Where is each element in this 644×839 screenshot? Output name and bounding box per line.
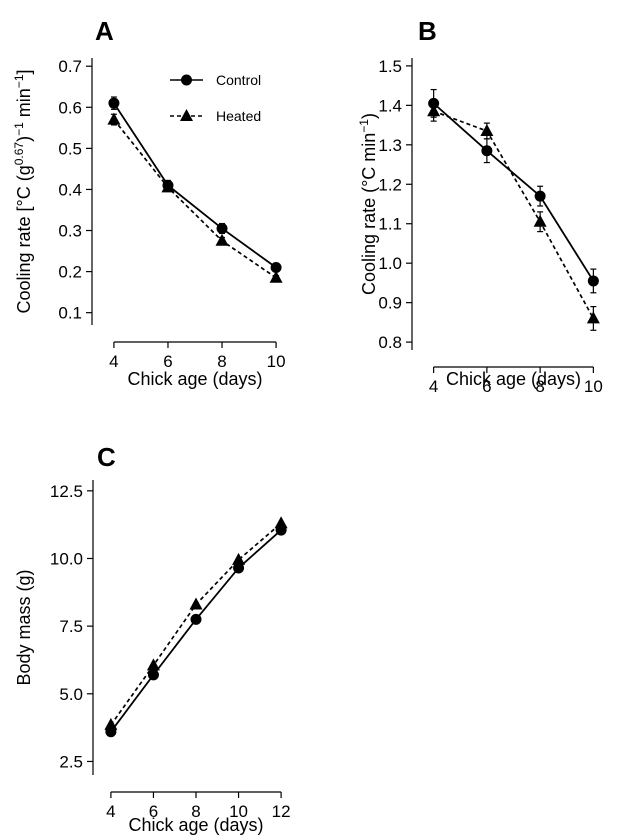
y-tick-label: 7.5 xyxy=(59,617,83,636)
data-point-heated xyxy=(161,180,175,193)
y-axis-title-part: Cooling rate [°C (g xyxy=(14,165,34,313)
y-axis-title-part: ) xyxy=(14,136,34,142)
data-point-control xyxy=(233,562,245,574)
data-point-control xyxy=(147,669,159,681)
data-point-heated xyxy=(107,112,121,125)
data-point-heated xyxy=(533,214,547,227)
x-tick-label: 8 xyxy=(191,802,200,821)
y-tick-label: 0.7 xyxy=(58,57,82,76)
y-axis-title: Cooling rate [°C (g0.67)−1 min−1] xyxy=(12,69,34,313)
y-tick-label: 0.5 xyxy=(58,139,82,158)
y-axis-title-superscript: −1 xyxy=(12,74,26,88)
y-axis-title-superscript: −1 xyxy=(12,122,26,136)
x-tick-label: 4 xyxy=(109,352,118,371)
data-point-heated xyxy=(189,597,203,610)
y-tick-label: 0.8 xyxy=(378,333,402,352)
data-point-heated xyxy=(427,104,441,117)
x-axis-title: Chick age (days) xyxy=(127,369,262,389)
y-tick-label: 1.0 xyxy=(378,254,402,273)
data-point-control xyxy=(481,145,493,157)
data-point-heated xyxy=(480,124,494,136)
y-tick-label: 10.0 xyxy=(50,549,83,568)
y-tick-label: 1.1 xyxy=(378,215,402,234)
y-tick-label: 0.4 xyxy=(58,180,82,199)
x-tick-label: 10 xyxy=(229,802,248,821)
y-tick-label: 1.5 xyxy=(378,57,402,76)
y-tick-label: 0.2 xyxy=(58,263,82,282)
chart-panel-a: A 0.1 0.2 0.3 0.4 0.5 0.6 0.7 4 6 8 10 Chick age (da… xyxy=(12,16,286,389)
series-line-heated xyxy=(433,110,595,319)
legend: Control Heated xyxy=(170,72,261,124)
legend-label-heated: Heated xyxy=(216,108,261,124)
series-line-control xyxy=(433,102,595,282)
legend-marker-heated xyxy=(180,109,193,121)
y-tick-label: 5.0 xyxy=(59,685,83,704)
y-tick-label: 12.5 xyxy=(50,482,83,501)
x-tick-label: 6 xyxy=(163,352,172,371)
series-control xyxy=(105,524,287,738)
x-tick-label: 6 xyxy=(482,377,491,396)
panel-letter: C xyxy=(97,442,116,472)
data-point-heated xyxy=(232,552,246,565)
legend-label-control: Control xyxy=(216,72,261,88)
series-heated xyxy=(427,100,600,331)
data-point-heated xyxy=(104,717,118,730)
y-axis-title-part: ) xyxy=(359,113,379,119)
data-point-heated xyxy=(586,311,600,324)
y-tick-label: 0.6 xyxy=(58,98,82,117)
chart-panel-c: C 2.5 5.0 7.5 10.0 12.5 4 6 8 10 12 Chick age (days… xyxy=(14,442,291,835)
x-axis-title: Chick age (days) xyxy=(446,369,581,389)
x-tick-label: 6 xyxy=(149,802,158,821)
data-point-control xyxy=(108,97,120,109)
data-point-control xyxy=(534,190,546,202)
y-axis-title-superscript: 0.67 xyxy=(12,142,26,166)
x-tick-label: 8 xyxy=(217,352,226,371)
series-heated xyxy=(104,516,288,730)
y-tick-label: 0.1 xyxy=(58,304,82,323)
y-axis-title-part: Cooling rate (°C min xyxy=(359,133,379,295)
series-line-control xyxy=(110,529,282,733)
panel-letter: B xyxy=(418,16,437,46)
data-point-control xyxy=(190,613,202,625)
series-line-control xyxy=(113,102,277,269)
y-axis-title-part: min xyxy=(14,88,34,122)
data-point-heated xyxy=(146,658,160,671)
x-tick-label: 10 xyxy=(267,352,286,371)
y-tick-label: 2.5 xyxy=(59,752,83,771)
y-tick-label: 0.3 xyxy=(58,222,82,241)
series-line-heated xyxy=(113,119,277,279)
x-tick-label: 12 xyxy=(272,802,291,821)
data-point-heated xyxy=(269,270,283,283)
x-tick-label: 10 xyxy=(584,377,603,396)
y-axis-title-part: ] xyxy=(14,69,34,74)
panel-letter: A xyxy=(95,16,114,46)
data-point-heated xyxy=(215,233,229,246)
y-tick-label: 1.4 xyxy=(378,96,402,115)
y-axis-title-superscript: −1 xyxy=(357,119,371,133)
y-axis-title: Cooling rate (°C min−1) xyxy=(357,113,379,295)
y-axis-title-part: Body mass (g) xyxy=(14,569,34,685)
x-tick-label: 4 xyxy=(429,377,438,396)
legend-marker-control xyxy=(181,74,192,86)
series-control xyxy=(428,88,599,294)
data-point-heated xyxy=(274,516,288,529)
x-axis-title: Chick age (days) xyxy=(128,815,263,835)
y-axis-title: Body mass (g) xyxy=(14,569,34,685)
y-tick-label: 1.2 xyxy=(378,175,402,194)
data-point-control xyxy=(587,275,599,287)
y-tick-label: 0.9 xyxy=(378,294,402,313)
series-heated xyxy=(107,112,283,283)
x-tick-label: 8 xyxy=(535,377,544,396)
data-point-control xyxy=(216,222,228,234)
x-tick-label: 4 xyxy=(106,802,115,821)
data-point-control xyxy=(270,261,282,273)
y-tick-label: 1.3 xyxy=(378,136,402,155)
